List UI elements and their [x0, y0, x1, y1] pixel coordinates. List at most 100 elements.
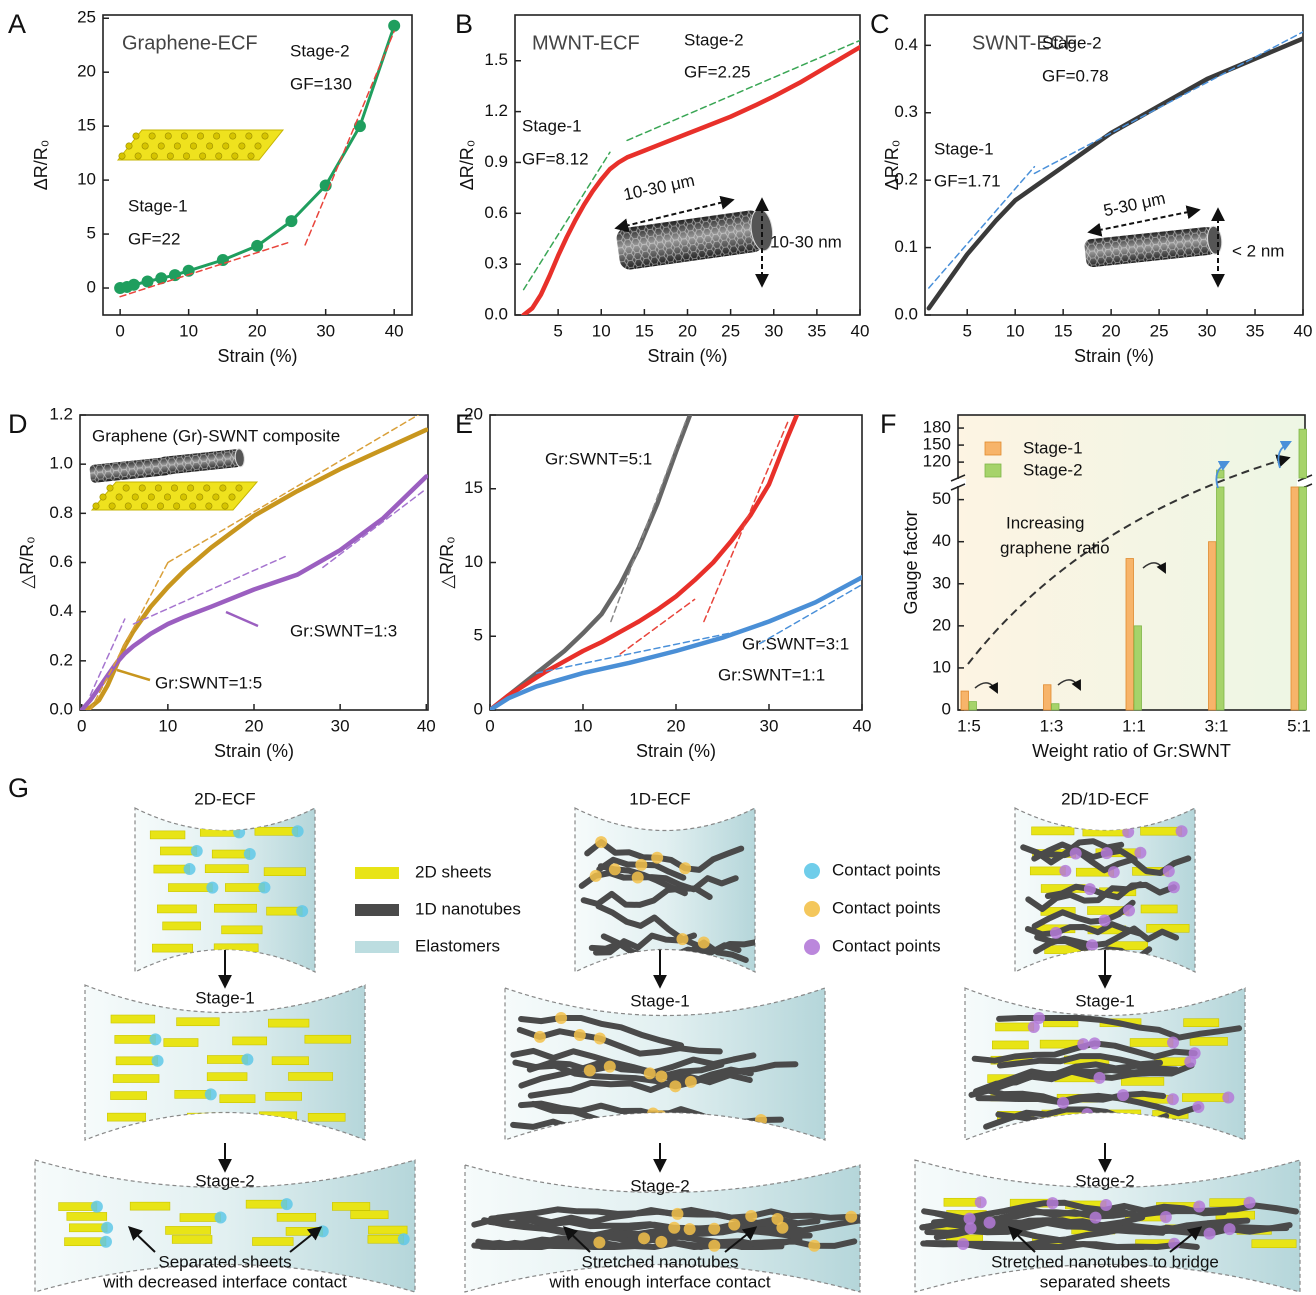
y-tick-label: 5 — [474, 626, 483, 645]
x-tick-label: 25 — [721, 321, 740, 340]
y-tick-label: 0.0 — [894, 304, 918, 323]
series-label-arrow — [117, 670, 150, 680]
sheet-atom — [93, 503, 99, 509]
sheet-atom — [223, 143, 229, 149]
contact-point — [258, 882, 270, 894]
panel-letter: A — [8, 9, 26, 39]
sheet — [166, 1226, 211, 1234]
annotation: GF=2.25 — [684, 62, 751, 81]
x-tick-label: 20 — [678, 321, 697, 340]
contact-point — [152, 1055, 164, 1067]
caption: with enough interface contact — [548, 1272, 770, 1291]
contact-point — [1167, 1093, 1179, 1105]
y-tick-label: 1.0 — [49, 454, 73, 473]
contact-point — [1090, 1212, 1102, 1224]
fit-line — [627, 40, 860, 140]
y-tick-label: 0.1 — [894, 237, 918, 256]
sheet-atom — [126, 143, 132, 149]
series-label: Gr:SWNT=1:5 — [155, 673, 262, 692]
contact-point — [1086, 939, 1098, 951]
x-axis-label: Weight ratio of Gr:SWNT — [1032, 741, 1231, 761]
sheet — [207, 1056, 247, 1064]
x-tick-label: 35 — [807, 321, 826, 340]
contact-point — [1123, 905, 1135, 917]
sheet-atom — [239, 143, 245, 149]
bar — [1126, 559, 1134, 710]
sheet — [150, 831, 185, 839]
figure: 0102030400510152025AGraphene-ECFStrain (… — [0, 0, 1316, 1295]
sheet — [130, 1202, 170, 1210]
sheet — [1121, 1077, 1164, 1085]
annotation: 10-30 nm — [770, 232, 842, 251]
column-title: 2D-ECF — [194, 789, 255, 808]
contact-point — [1222, 1092, 1234, 1104]
contact-point — [281, 1198, 293, 1210]
contact-point — [1176, 825, 1188, 837]
sheet — [1184, 1019, 1219, 1027]
sheet — [152, 944, 192, 952]
sheet-atom — [262, 133, 268, 139]
y-axis-label: ΔR/R₀ — [882, 140, 902, 191]
contact-point — [149, 1033, 161, 1045]
y-tick-label: 15 — [464, 478, 483, 497]
sheet — [214, 904, 256, 912]
sheet — [177, 1018, 220, 1026]
sheet-atom — [220, 485, 226, 491]
sheet — [308, 1113, 345, 1121]
x-tick-label: 10 — [574, 716, 593, 735]
y-tick-label: 10 — [77, 170, 96, 189]
contact-point — [964, 1213, 976, 1225]
data-point — [155, 272, 167, 284]
contact-point — [698, 937, 710, 949]
series-label: Gr:SWNT=5:1 — [545, 449, 652, 468]
x-tick-label: 30 — [1198, 321, 1217, 340]
stage-label: Stage-1 — [1075, 991, 1135, 1010]
contact-point — [655, 1236, 667, 1248]
sheet — [1190, 1037, 1227, 1045]
chart-title: MWNT-ECF — [532, 32, 640, 54]
annotation: Graphene (Gr)-SWNT composite — [92, 426, 340, 445]
y-tick-label: 0.4 — [894, 35, 918, 54]
sheet — [277, 1213, 316, 1221]
sheet-atom — [197, 494, 203, 500]
inset-nanotube — [1084, 226, 1223, 268]
contact-point — [651, 852, 663, 864]
contact-point — [604, 1061, 616, 1073]
contact-point — [708, 1223, 720, 1235]
sheet-atom — [222, 503, 228, 509]
y-tick-label: 40 — [932, 531, 951, 550]
sheet — [116, 1057, 157, 1065]
contact-point — [747, 1122, 759, 1134]
contact-point — [676, 933, 688, 945]
sheet — [246, 1200, 287, 1208]
x-tick-label: 1:5 — [957, 716, 981, 735]
x-tick-label: 40 — [417, 716, 436, 735]
contact-point — [957, 1238, 969, 1250]
tube-lattice — [89, 457, 170, 483]
sheet-atom — [206, 503, 212, 509]
contact-point — [1084, 883, 1096, 895]
contact-point — [91, 1201, 103, 1213]
legend-label: Stage-1 — [1023, 438, 1083, 457]
contact-point — [679, 862, 691, 874]
sheet-atom — [167, 153, 173, 159]
contact-point — [1168, 881, 1180, 893]
y-tick-label: 25 — [77, 8, 96, 27]
contact-point — [655, 1070, 667, 1082]
contact-point — [1204, 1228, 1216, 1240]
fit-line — [133, 555, 288, 624]
sheet — [67, 1212, 107, 1220]
contact-point — [1244, 1197, 1256, 1209]
sheet — [255, 827, 298, 835]
bar — [1217, 470, 1225, 710]
sheet — [207, 1073, 247, 1081]
y-tick-label: 10 — [932, 657, 951, 676]
inset-sheet — [92, 482, 257, 510]
column-title: 1D-ECF — [629, 789, 690, 808]
sheet-atom — [180, 494, 186, 500]
sheet-atom — [125, 503, 131, 509]
annotation: GF=0.78 — [1042, 66, 1109, 85]
data-point — [128, 279, 140, 291]
series-label: Gr:SWNT=1:3 — [290, 621, 397, 640]
